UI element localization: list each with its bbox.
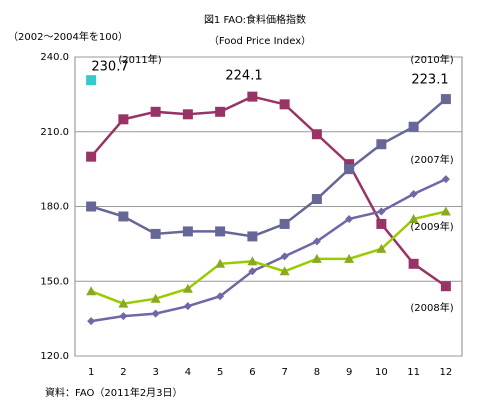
marker [248,267,257,276]
y-tick-label: 120.0 [40,351,69,362]
marker [311,194,322,205]
marker [279,266,290,276]
y-tick-label: 180.0 [40,202,69,213]
marker [344,253,355,263]
marker [86,201,97,212]
series-line [90,177,447,323]
x-tick-label: 6 [249,367,255,378]
marker [86,75,97,86]
series-label: (2009年) [410,220,453,233]
marker [311,129,322,140]
marker [440,94,451,105]
x-tick-label: 1 [88,367,94,378]
chart-subtitle: （Food Price Index） [209,35,311,47]
marker [247,91,258,102]
y-tick-label: 150.0 [40,276,69,287]
marker [118,211,129,222]
x-tick-label: 10 [375,367,388,378]
marker [247,231,258,242]
marker [182,109,193,120]
series-line [90,98,447,238]
marker [150,106,161,117]
marker [279,99,290,110]
marker [409,190,418,199]
marker [408,213,419,223]
data-label: 223.1 [411,73,448,88]
marker [279,218,290,229]
marker [408,258,419,269]
y-axis-label: （2002～2004年を100） [8,30,128,43]
marker [408,121,419,132]
marker [216,292,225,301]
chart-title: 図1 FAO:食料価格指数 [204,13,306,26]
marker [440,281,451,292]
y-tick-label: 240.0 [40,52,69,63]
marker [345,214,354,223]
marker [344,164,355,175]
source: 資料：FAO（2011年2月3日） [45,386,183,399]
series-label: (2010年) [410,53,453,66]
marker [215,106,226,117]
marker [441,175,450,184]
marker [311,253,322,263]
marker [377,207,386,216]
x-tick-label: 5 [217,367,223,378]
marker [376,218,387,229]
marker [87,317,96,326]
marker [118,114,129,125]
series-line [90,210,447,305]
marker [247,256,258,266]
x-tick-label: 12 [440,367,453,378]
marker [86,151,97,162]
series-label: (2011年) [118,53,161,66]
marker [182,283,193,293]
series-label: (2007年) [410,153,453,166]
series-line [90,95,447,288]
marker [118,298,129,308]
x-tick-label: 4 [185,367,191,378]
marker [183,302,192,311]
marker [312,237,321,246]
marker [215,226,226,237]
marker [215,258,226,268]
x-tick-label: 2 [120,367,126,378]
y-tick-label: 210.0 [40,127,69,138]
marker [150,228,161,239]
marker [280,252,289,261]
marker [119,312,128,321]
marker [151,309,160,318]
x-tick-label: 7 [281,367,287,378]
marker [182,226,193,237]
marker [376,243,387,253]
marker [86,286,97,296]
data-label: 230.7 [91,60,128,75]
x-tick-label: 8 [314,367,320,378]
data-label: 224.1 [225,69,262,84]
marker [376,139,387,150]
marker [440,206,451,216]
x-tick-label: 9 [346,367,352,378]
x-tick-label: 3 [152,367,158,378]
x-tick-label: 11 [407,367,420,378]
series-label: (2008年) [410,301,453,314]
marker [150,293,161,303]
